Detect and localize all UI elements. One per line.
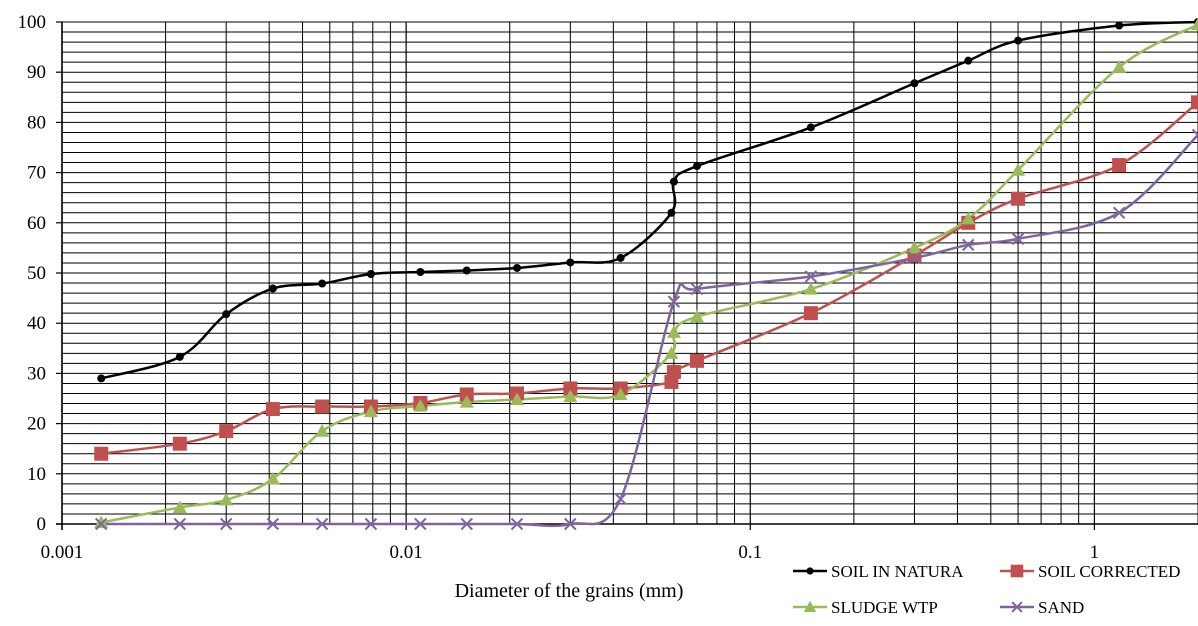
data-point-soil-in-natura (463, 266, 471, 274)
legend-item-soil-corrected: SOIL CORRECTED (1000, 562, 1180, 581)
y-tick-label: 30 (27, 363, 46, 384)
data-point-soil-in-natura (910, 79, 918, 87)
data-point-soil-corrected (219, 424, 233, 438)
data-point-soil-in-natura (670, 178, 678, 186)
y-tick-label: 10 (27, 464, 46, 485)
x-tick-label: 0.1 (738, 542, 762, 563)
data-point-soil-corrected (94, 447, 108, 461)
data-point-soil-in-natura (667, 209, 675, 217)
y-tick-label: 100 (18, 12, 47, 33)
data-point-soil-in-natura (1115, 22, 1123, 30)
data-point-soil-in-natura (693, 162, 701, 170)
legend-label: SOIL CORRECTED (1038, 562, 1180, 581)
data-point-soil-in-natura (318, 280, 326, 288)
data-point-soil-in-natura (964, 57, 972, 65)
axes: 0 10 20 30 40 50 60 70 80 90 100 0.001 0.01 0.1 1 (18, 12, 1198, 563)
data-point-sand (1193, 129, 1198, 140)
data-point-soil-in-natura (222, 310, 230, 318)
legend-item-sludge-wtp: SLUDGE WTP (793, 598, 938, 617)
y-tick-label: 90 (27, 62, 46, 83)
series-lines (101, 22, 1198, 526)
data-point-soil-in-natura (807, 123, 815, 131)
y-tick-label: 40 (27, 313, 46, 334)
data-point-sludge-wtp (664, 346, 678, 359)
y-tick-label: 0 (37, 514, 47, 535)
data-point-sludge-wtp (667, 325, 681, 338)
legend-item-sand: SAND (1000, 598, 1084, 617)
data-point-soil-corrected (1112, 158, 1126, 172)
data-point-soil-in-natura (269, 285, 277, 293)
data-point-soil-corrected (1011, 192, 1025, 206)
data-point-soil-corrected (667, 365, 681, 379)
data-point-soil-in-natura (176, 353, 184, 361)
data-point-sand (615, 493, 626, 504)
data-point-sludge-wtp (315, 424, 329, 437)
y-tick-label: 70 (27, 163, 46, 184)
legend-label: SAND (1038, 598, 1084, 617)
x-tick-label: 0.01 (390, 542, 423, 563)
legend-label: SOIL IN NATURA (831, 562, 964, 581)
x-tick-label: 0.001 (41, 542, 84, 563)
data-point-soil-in-natura (617, 254, 625, 262)
x-axis-title: Diameter of the grains (mm) (455, 580, 684, 602)
data-point-soil-in-natura (566, 258, 574, 266)
series-markers (94, 18, 1198, 530)
y-tick-label: 60 (27, 213, 46, 234)
data-point-soil-in-natura (416, 268, 424, 276)
data-point-soil-corrected (690, 354, 704, 368)
y-tick-label: 20 (27, 414, 46, 435)
legend-swatch-marker (806, 567, 813, 574)
data-point-soil-corrected (315, 400, 329, 414)
series-line-soil-in-natura (101, 22, 1198, 378)
data-point-soil-corrected (1191, 95, 1198, 109)
data-point-soil-in-natura (1014, 37, 1022, 45)
data-point-soil-in-natura (97, 374, 105, 382)
y-tick-label: 80 (27, 112, 46, 133)
legend-swatch-marker (1011, 565, 1024, 578)
y-tick-label: 50 (27, 263, 46, 284)
data-point-soil-corrected (266, 402, 280, 416)
data-point-soil-in-natura (367, 270, 375, 278)
data-point-soil-corrected (804, 306, 818, 320)
legend: SOIL IN NATURA SOIL CORRECTED SLUDGE WTP SA… (793, 562, 1180, 617)
data-point-soil-corrected (173, 437, 187, 451)
grid (62, 22, 1198, 524)
data-point-soil-in-natura (513, 264, 521, 272)
legend-item-soil-in-natura: SOIL IN NATURA (793, 562, 964, 581)
x-tick-label: 1 (1090, 542, 1100, 563)
legend-label: SLUDGE WTP (831, 598, 938, 617)
